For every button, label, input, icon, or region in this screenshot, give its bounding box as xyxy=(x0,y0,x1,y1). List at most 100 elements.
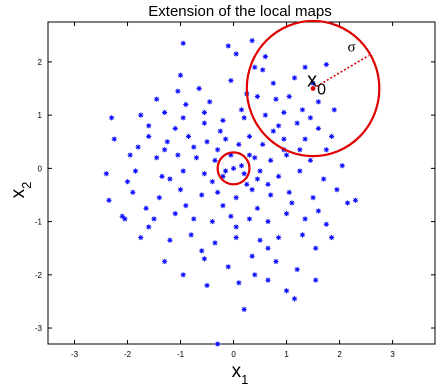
data-point xyxy=(183,203,189,209)
data-point xyxy=(109,115,115,121)
data-point xyxy=(262,53,268,60)
y-tick-label: 2 xyxy=(38,58,43,67)
data-point xyxy=(146,224,152,230)
data-point xyxy=(222,168,229,174)
x-tick-label: 2 xyxy=(337,350,342,359)
data-point xyxy=(265,245,271,251)
data-point xyxy=(154,96,160,102)
y-tick-label: 0 xyxy=(38,164,43,173)
data-point xyxy=(162,258,168,265)
data-point xyxy=(265,181,271,187)
sigma-line xyxy=(312,54,370,90)
data-point xyxy=(299,232,306,238)
data-point xyxy=(191,216,197,222)
data-point xyxy=(180,115,186,121)
data-point xyxy=(238,163,245,169)
data-point xyxy=(228,77,234,84)
data-point xyxy=(180,40,186,46)
annotations: x0 σ xyxy=(216,19,381,186)
data-point xyxy=(273,96,279,102)
data-point xyxy=(254,176,261,182)
data-point xyxy=(273,258,279,265)
data-point xyxy=(201,109,207,116)
data-point xyxy=(302,136,308,142)
data-point xyxy=(310,195,316,201)
data-point xyxy=(249,187,255,193)
data-point xyxy=(212,157,218,163)
data-point xyxy=(244,181,250,187)
data-point xyxy=(156,195,162,201)
data-point xyxy=(217,128,223,134)
data-point xyxy=(222,136,229,142)
data-point xyxy=(225,264,231,270)
data-point xyxy=(352,197,359,203)
data-point xyxy=(339,163,345,169)
data-point xyxy=(162,147,168,153)
data-point xyxy=(281,136,287,142)
x-tick-label: 0 xyxy=(231,350,236,359)
center-label: x0 xyxy=(307,70,326,99)
data-point xyxy=(276,173,282,179)
data-point xyxy=(329,234,335,241)
x-axis-label: x1 xyxy=(232,361,249,386)
data-point xyxy=(127,152,133,158)
x-tick-label: 3 xyxy=(390,350,395,359)
data-point xyxy=(302,216,308,222)
data-point xyxy=(175,152,181,158)
y-tick-label: -1 xyxy=(35,218,43,227)
data-point xyxy=(132,168,139,174)
data-point xyxy=(215,189,221,195)
data-point xyxy=(331,107,337,113)
data-point xyxy=(252,155,258,161)
data-point xyxy=(270,128,276,134)
data-point xyxy=(302,64,308,70)
data-point xyxy=(172,125,178,132)
y-tick-label: -3 xyxy=(35,324,43,333)
large-circle xyxy=(245,19,381,158)
data-point xyxy=(164,139,170,145)
data-point xyxy=(233,224,239,230)
y-tick-label: 1 xyxy=(38,111,43,120)
data-point xyxy=(254,93,261,100)
data-point xyxy=(246,133,253,140)
data-point xyxy=(201,171,207,177)
data-point xyxy=(334,187,340,193)
x-tick-label: -2 xyxy=(124,350,132,359)
data-point xyxy=(283,288,290,294)
center-point xyxy=(310,86,316,91)
data-point xyxy=(313,245,319,251)
data-point xyxy=(199,248,205,254)
data-point xyxy=(185,133,192,140)
data-point xyxy=(233,195,239,201)
data-point xyxy=(236,280,242,286)
data-point xyxy=(103,171,109,177)
data-point xyxy=(146,133,152,140)
data-point xyxy=(315,99,321,105)
data-point xyxy=(204,282,210,289)
data-point xyxy=(215,147,221,153)
data-point xyxy=(191,144,197,150)
data-point xyxy=(291,296,298,302)
data-point xyxy=(315,208,321,214)
data-point xyxy=(220,117,226,124)
data-point xyxy=(294,266,300,273)
data-point xyxy=(201,256,207,262)
data-point xyxy=(257,237,263,243)
data-point xyxy=(297,168,303,174)
data-point xyxy=(130,189,136,195)
data-point xyxy=(307,115,314,121)
data-point xyxy=(252,64,258,70)
data-point xyxy=(254,205,261,211)
data-point xyxy=(201,120,207,126)
data-point xyxy=(220,203,226,209)
data-point xyxy=(294,120,300,126)
data-point xyxy=(225,43,231,49)
data-point xyxy=(204,139,210,145)
data-point xyxy=(291,75,298,81)
data-point xyxy=(177,72,184,78)
x-tick-label: -3 xyxy=(71,350,79,359)
data-point xyxy=(138,234,144,241)
data-point xyxy=(209,218,215,225)
data-point xyxy=(315,125,321,132)
data-point xyxy=(241,171,247,177)
